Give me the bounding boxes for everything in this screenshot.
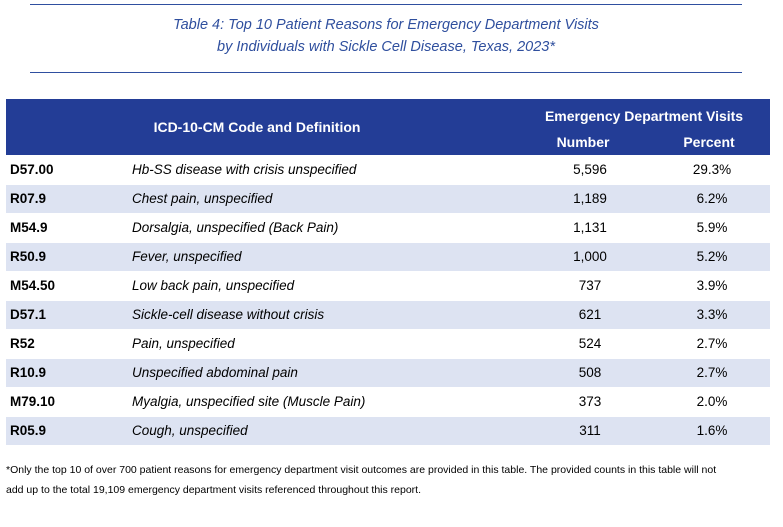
- table-title: Table 4: Top 10 Patient Reasons for Emer…: [30, 14, 742, 58]
- row-number: 373: [518, 387, 649, 417]
- table-body: D57.00 Hb-SS disease with crisis unspeci…: [6, 155, 771, 446]
- row-percent: 5.2%: [648, 242, 771, 272]
- header-ed-visits-group: Emergency Department Visits: [518, 99, 771, 128]
- row-definition: Myalgia, unspecified site (Muscle Pain): [118, 387, 519, 417]
- row-code: R10.9: [6, 358, 118, 388]
- row-code: D57.1: [6, 300, 118, 330]
- header-code-definition: ICD-10-CM Code and Definition: [6, 99, 519, 155]
- table-row: M54.50 Low back pain, unspecified 737 3.…: [6, 271, 771, 301]
- table-row: M79.10 Myalgia, unspecified site (Muscle…: [6, 387, 771, 417]
- header-percent: Percent: [648, 128, 771, 155]
- ed-visits-table: ICD-10-CM Code and Definition Emergency …: [6, 99, 771, 446]
- table-row: D57.00 Hb-SS disease with crisis unspeci…: [6, 155, 771, 185]
- row-number: 1,000: [518, 242, 649, 272]
- table-row: R07.9 Chest pain, unspecified 1,189 6.2%: [6, 184, 771, 214]
- footnote-line-1: *Only the top 10 of over 700 patient rea…: [6, 464, 717, 476]
- row-definition: Pain, unspecified: [118, 329, 519, 359]
- row-percent: 3.3%: [648, 300, 771, 330]
- row-code: R05.9: [6, 416, 118, 446]
- table-title-line-2: by Individuals with Sickle Cell Disease,…: [217, 39, 555, 55]
- row-percent: 2.0%: [648, 387, 771, 417]
- row-definition: Dorsalgia, unspecified (Back Pain): [118, 213, 519, 243]
- row-number: 737: [518, 271, 649, 301]
- row-percent: 1.6%: [648, 416, 771, 446]
- row-percent: 2.7%: [648, 329, 771, 359]
- row-definition: Sickle-cell disease without crisis: [118, 300, 519, 330]
- row-code: M54.50: [6, 271, 118, 301]
- row-percent: 2.7%: [648, 358, 771, 388]
- row-percent: 6.2%: [648, 184, 771, 214]
- table-row: M54.9 Dorsalgia, unspecified (Back Pain)…: [6, 213, 771, 243]
- row-number: 621: [518, 300, 649, 330]
- row-number: 1,189: [518, 184, 649, 214]
- row-percent: 29.3%: [648, 155, 771, 185]
- row-number: 311: [518, 416, 649, 446]
- table-row: D57.1 Sickle-cell disease without crisis…: [6, 300, 771, 330]
- table-row: R52 Pain, unspecified 524 2.7%: [6, 329, 771, 359]
- row-definition: Chest pain, unspecified: [118, 184, 519, 214]
- row-code: D57.00: [6, 155, 118, 185]
- row-percent: 5.9%: [648, 213, 771, 243]
- title-bottom-rule: [30, 72, 742, 73]
- row-definition: Hb-SS disease with crisis unspecified: [118, 155, 519, 185]
- row-number: 1,131: [518, 213, 649, 243]
- row-percent: 3.9%: [648, 271, 771, 301]
- title-top-rule: [30, 4, 742, 5]
- row-code: M79.10: [6, 387, 118, 417]
- row-code: M54.9: [6, 213, 118, 243]
- footnote-line-2: add up to the total 19,109 emergency dep…: [6, 484, 422, 496]
- footnote: *Only the top 10 of over 700 patient rea…: [6, 460, 766, 500]
- row-definition: Cough, unspecified: [118, 416, 519, 446]
- row-code: R50.9: [6, 242, 118, 272]
- table-row: R50.9 Fever, unspecified 1,000 5.2%: [6, 242, 771, 272]
- table-header: ICD-10-CM Code and Definition Emergency …: [6, 99, 771, 155]
- table-title-line-1: Table 4: Top 10 Patient Reasons for Emer…: [173, 17, 599, 33]
- row-number: 5,596: [518, 155, 649, 185]
- table-row: R05.9 Cough, unspecified 311 1.6%: [6, 416, 771, 446]
- row-definition: Low back pain, unspecified: [118, 271, 519, 301]
- row-code: R07.9: [6, 184, 118, 214]
- table-row: R10.9 Unspecified abdominal pain 508 2.7…: [6, 358, 771, 388]
- row-definition: Fever, unspecified: [118, 242, 519, 272]
- row-number: 524: [518, 329, 649, 359]
- row-code: R52: [6, 329, 118, 359]
- header-number: Number: [518, 128, 649, 155]
- row-definition: Unspecified abdominal pain: [118, 358, 519, 388]
- row-number: 508: [518, 358, 649, 388]
